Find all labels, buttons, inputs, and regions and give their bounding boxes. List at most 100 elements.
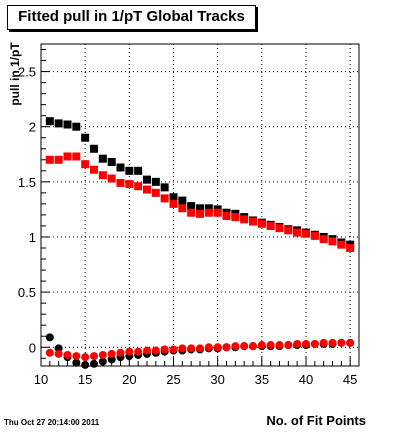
series-3-point — [125, 347, 134, 356]
series-3-point — [151, 346, 160, 355]
series-3-point — [319, 338, 328, 347]
series-1-point — [266, 221, 275, 230]
series-1-point — [54, 155, 63, 164]
series-1-point — [143, 185, 151, 194]
series-2-point — [90, 359, 98, 368]
series-0-point — [160, 183, 169, 192]
series-1-point — [204, 208, 213, 217]
series-3-point — [187, 344, 196, 353]
series-1-point — [45, 155, 54, 164]
series-0-point — [151, 177, 160, 186]
series-0-point — [116, 163, 125, 172]
series-3-point — [337, 338, 346, 347]
series-3-point — [143, 346, 151, 355]
series-1-point — [222, 212, 231, 221]
series-1-point — [337, 240, 346, 249]
series-3-point — [116, 348, 125, 357]
series-3-point — [81, 353, 90, 362]
series-3-point — [169, 345, 178, 354]
series-1-point — [116, 178, 125, 187]
series-3-point — [54, 349, 63, 358]
series-1-point — [151, 188, 160, 197]
series-0-point — [98, 154, 107, 163]
series-3-point — [63, 350, 72, 359]
series-1-point — [98, 171, 107, 180]
series-3-point — [72, 352, 81, 361]
y-tick-label: 2.5 — [18, 65, 36, 80]
series-3-point — [284, 341, 293, 350]
series-1-point — [302, 229, 310, 238]
series-1-point — [231, 213, 240, 222]
series-3-point — [222, 343, 231, 352]
series-2-point — [107, 355, 116, 364]
series-0-point — [143, 175, 151, 184]
series-3-point — [266, 341, 275, 350]
x-tick-label: 25 — [166, 372, 180, 387]
series-1-point — [134, 182, 143, 191]
series-0-point — [81, 133, 90, 142]
series-0-point — [90, 144, 98, 153]
series-1-point — [63, 152, 72, 161]
series-1-point — [213, 208, 222, 217]
x-tick-label: 15 — [78, 372, 92, 387]
series-1-point — [249, 217, 257, 226]
x-tick-label: 40 — [299, 372, 313, 387]
series-3-point — [310, 339, 319, 348]
series-1-point — [257, 219, 266, 228]
x-tick-label: 20 — [122, 372, 136, 387]
series-1-point — [275, 224, 284, 233]
series-2-point — [54, 344, 63, 353]
series-1-point — [240, 215, 249, 224]
x-tick-label: 10 — [34, 372, 48, 387]
series-3-point — [178, 344, 187, 353]
y-axis-label: pull in 1/pT — [8, 42, 22, 106]
series-1-point — [81, 160, 90, 169]
series-1-point — [310, 231, 319, 240]
series-3-point — [240, 342, 249, 351]
series-0-point — [72, 122, 81, 131]
series-1-point — [160, 194, 169, 203]
series-3-point — [213, 343, 222, 352]
series-0-point — [63, 120, 72, 129]
y-tick-label: 1.5 — [18, 175, 36, 190]
series-0-point — [54, 119, 63, 128]
series-2-point — [72, 358, 81, 367]
series-1-point — [125, 180, 134, 189]
y-tick-label: 1 — [29, 230, 36, 245]
series-3-point — [134, 347, 143, 356]
series-3-point — [257, 341, 266, 350]
x-tick-label: 35 — [255, 372, 269, 387]
series-1-point — [346, 244, 355, 253]
series-0-point — [107, 157, 116, 166]
series-0-point — [204, 204, 213, 213]
series-3-point — [196, 344, 204, 353]
timestamp: Thu Oct 27 20:14:00 2011 — [4, 418, 100, 427]
series-3-point — [204, 343, 213, 352]
series-1-point — [169, 199, 178, 208]
series-3-point — [98, 350, 107, 359]
series-0-point — [45, 117, 54, 126]
series-1-point — [196, 209, 204, 218]
series-3-point — [346, 338, 355, 347]
series-3-point — [328, 338, 337, 347]
series-2-point — [98, 357, 107, 366]
series-2-point — [45, 333, 54, 342]
series-0-point — [134, 166, 143, 175]
series-1-point — [178, 204, 187, 213]
series-1-point — [284, 226, 293, 235]
series-1-point — [187, 208, 196, 217]
series-1-point — [107, 174, 116, 183]
series-3-point — [293, 339, 302, 348]
y-tick-label: 0 — [29, 340, 36, 355]
series-0-point — [196, 204, 204, 213]
x-tick-label: 45 — [343, 372, 357, 387]
series-3-point — [107, 349, 116, 358]
series-1-point — [319, 235, 328, 244]
x-axis-label: No. of Fit Points — [266, 413, 366, 428]
series-3-point — [275, 341, 284, 350]
series-3-point — [302, 339, 310, 348]
y-tick-label: 2 — [29, 120, 36, 135]
series-3-point — [45, 348, 54, 357]
series-1-point — [328, 237, 337, 246]
